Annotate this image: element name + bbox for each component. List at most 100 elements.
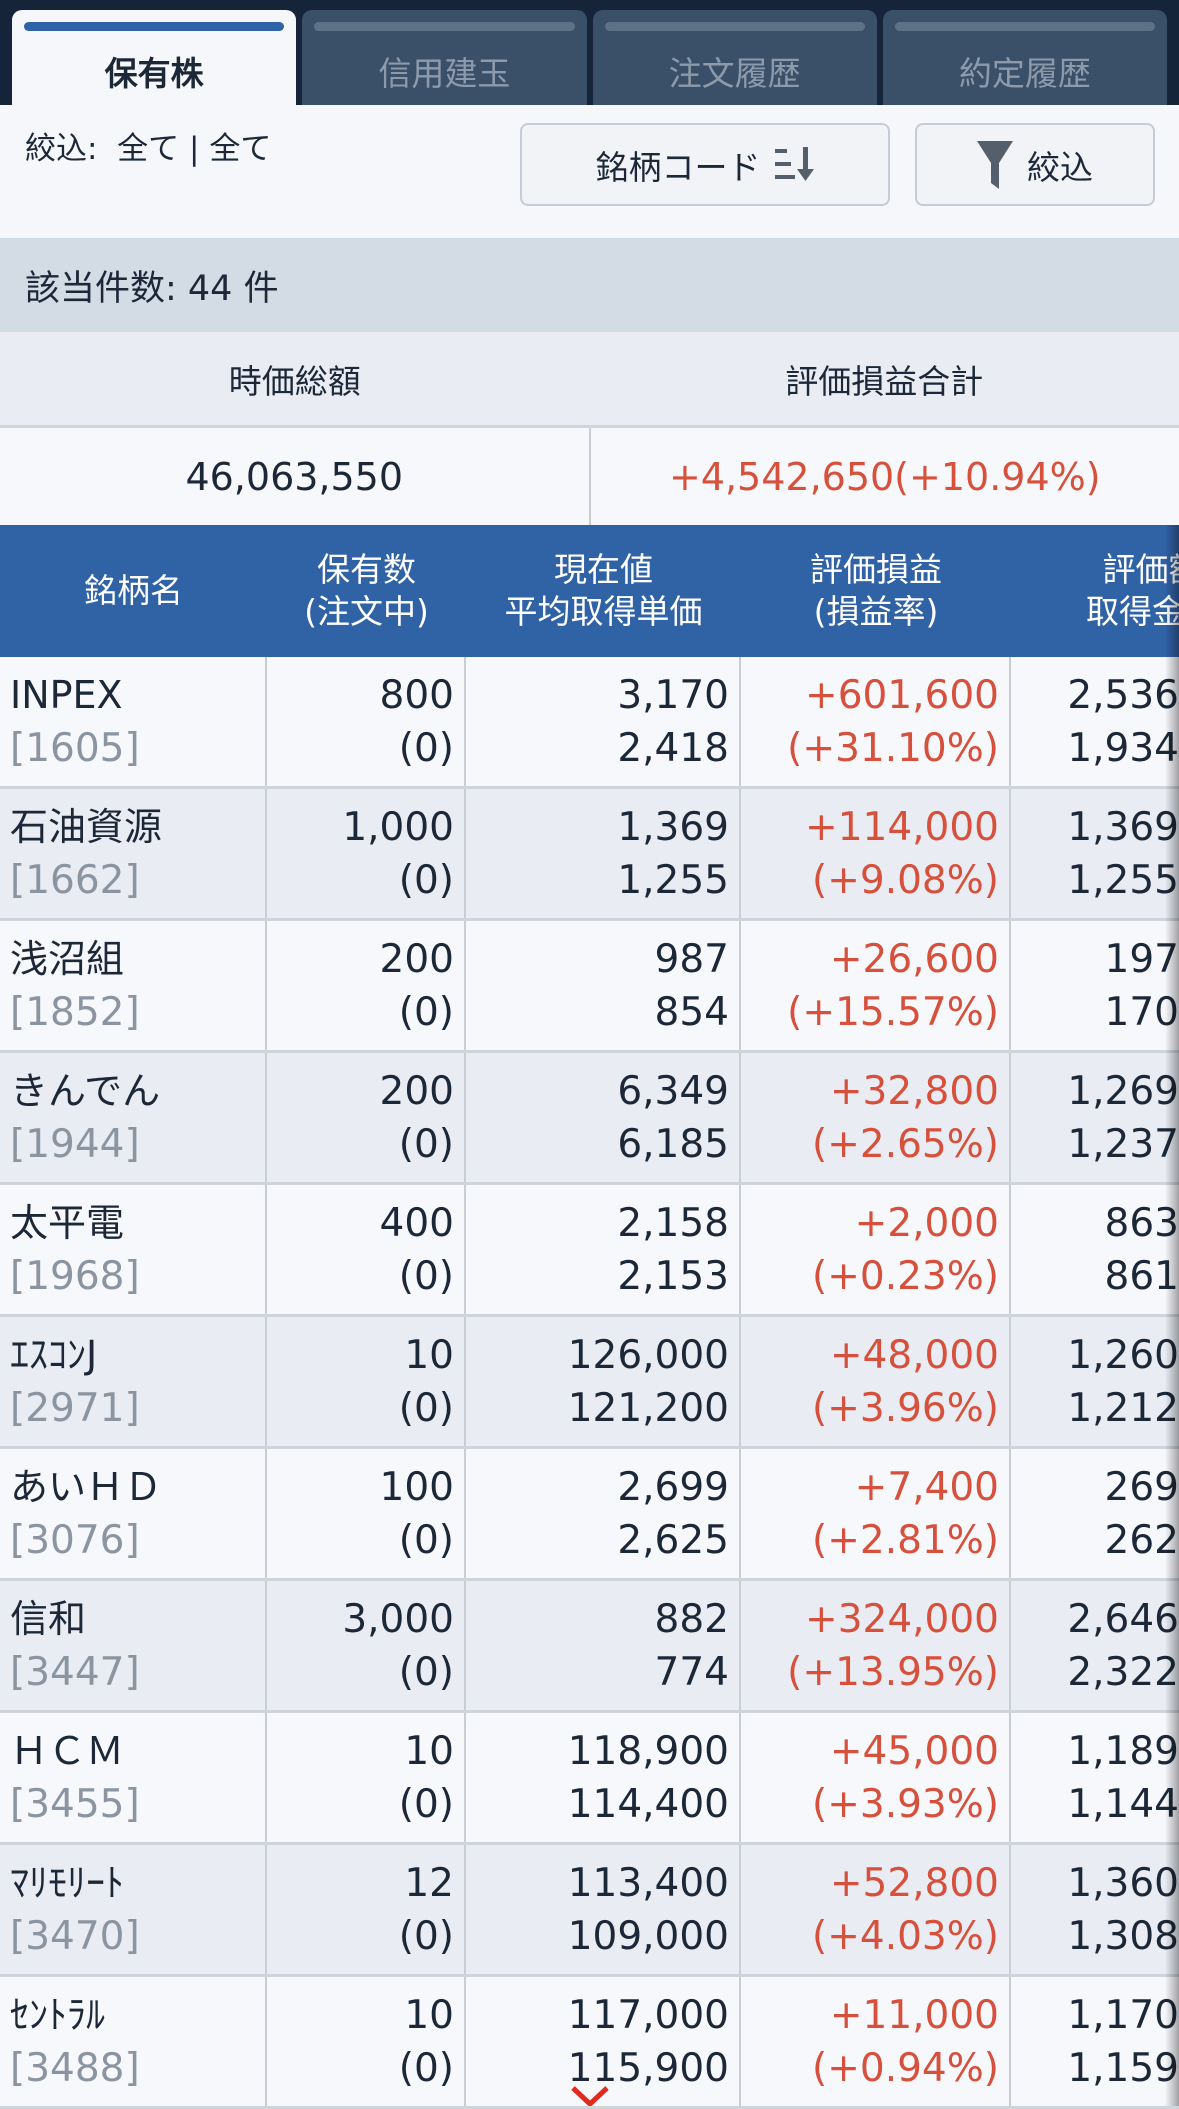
tab-margin-positions[interactable]: 信用建玉 <box>302 10 586 105</box>
cell-pl: +26,600(+15.57%) <box>741 921 1011 1050</box>
cell-pl: +324,000(+13.95%) <box>741 1581 1011 1710</box>
sort-button[interactable]: 銘柄コード <box>520 123 890 206</box>
ord: (0) <box>277 986 454 1039</box>
cell-qty: 200(0) <box>267 921 466 1050</box>
cell-name: INPEX[1605] <box>0 657 267 786</box>
code: [1605] <box>10 722 255 775</box>
cell-qty: 1,000(0) <box>267 789 466 918</box>
summary-header: 時価総額 評価損益合計 <box>0 332 1179 428</box>
avg: 854 <box>476 986 729 1039</box>
ord: (0) <box>277 854 454 907</box>
filter-bar: 絞込: 全て | 全て 銘柄コード 絞込 <box>0 105 1179 238</box>
cell-pl: +114,000(+9.08%) <box>741 789 1011 918</box>
ord: (0) <box>277 1382 454 1435</box>
market-value: 46,063,550 <box>0 428 589 525</box>
ord: (0) <box>277 1646 454 1699</box>
avg: 109,000 <box>476 1910 729 1963</box>
header-text: 銘柄名 <box>84 570 183 612</box>
ord: (0) <box>277 1250 454 1303</box>
price: 2,699 <box>476 1461 729 1514</box>
result-count: 該当件数: 44 件 <box>0 238 1179 332</box>
cell-name: ＨＣＭ[3455] <box>0 1713 267 1842</box>
price: 117,000 <box>476 1989 729 2042</box>
name: 浅沼組 <box>10 933 255 986</box>
val: 1,189 <box>1021 1725 1179 1778</box>
cost: 1,934 <box>1021 722 1179 775</box>
avg: 2,153 <box>476 1250 729 1303</box>
code: [1944] <box>10 1118 255 1171</box>
pl-total-label: 評価損益合計 <box>590 332 1179 425</box>
cell-qty: 100(0) <box>267 1449 466 1578</box>
cell-pl: +52,800(+4.03%) <box>741 1845 1011 1974</box>
price: 113,400 <box>476 1857 729 1910</box>
header-value[interactable]: 評価額取得金額 <box>1011 525 1179 657</box>
pl-total: +4,542,650(+10.94%) <box>589 428 1179 525</box>
val: 2,646 <box>1021 1593 1179 1646</box>
val: 1,170 <box>1021 1989 1179 2042</box>
filter-button[interactable]: 絞込 <box>915 123 1155 206</box>
code: [3455] <box>10 1778 255 1831</box>
cost: 861 <box>1021 1250 1179 1303</box>
code: [3447] <box>10 1646 255 1699</box>
market-value-label: 時価総額 <box>0 332 590 425</box>
tab-execution-history[interactable]: 約定履歴 <box>883 10 1167 105</box>
header-text: 評価損益 <box>810 549 942 591</box>
header-pl[interactable]: 評価損益(損益率) <box>741 525 1011 657</box>
cell-name: 浅沼組[1852] <box>0 921 267 1050</box>
cell-pl: +48,000(+3.96%) <box>741 1317 1011 1446</box>
pl: +324,000 <box>751 1593 999 1646</box>
filter-button-label: 絞込 <box>1027 141 1093 189</box>
cell-name: ﾏﾘﾓﾘｰﾄ[3470] <box>0 1845 267 1974</box>
header-quantity[interactable]: 保有数(注文中) <box>267 525 466 657</box>
scroll-indicator <box>1165 525 1179 2106</box>
cell-pl: +601,600(+31.10%) <box>741 657 1011 786</box>
ord: (0) <box>277 1778 454 1831</box>
tab-holdings[interactable]: 保有株 <box>12 10 296 105</box>
avg: 2,418 <box>476 722 729 775</box>
avg: 114,400 <box>476 1778 729 1831</box>
cost: 262 <box>1021 1514 1179 1567</box>
cost: 1,255 <box>1021 854 1179 907</box>
avg: 121,200 <box>476 1382 729 1435</box>
rate: (+0.23%) <box>751 1250 999 1303</box>
chevron-down-icon[interactable] <box>570 2085 610 2106</box>
pl: +11,000 <box>751 1989 999 2042</box>
pl: +26,600 <box>751 933 999 986</box>
pl: +48,000 <box>751 1329 999 1382</box>
code: [2971] <box>10 1382 255 1435</box>
avg: 2,625 <box>476 1514 729 1567</box>
cell-name: ｴｽｺﾝJ[2971] <box>0 1317 267 1446</box>
tab-order-history[interactable]: 注文履歴 <box>593 10 877 105</box>
header-name[interactable]: 銘柄名 <box>0 525 267 657</box>
name: 信和 <box>10 1593 255 1646</box>
qty: 200 <box>277 933 454 986</box>
cell-qty: 10(0) <box>267 1317 466 1446</box>
rate: (+4.03%) <box>751 1910 999 1963</box>
val: 1,269 <box>1021 1065 1179 1118</box>
header-price[interactable]: 現在値平均取得単価 <box>466 525 741 657</box>
avg: 6,185 <box>476 1118 729 1171</box>
rate: (+2.65%) <box>751 1118 999 1171</box>
